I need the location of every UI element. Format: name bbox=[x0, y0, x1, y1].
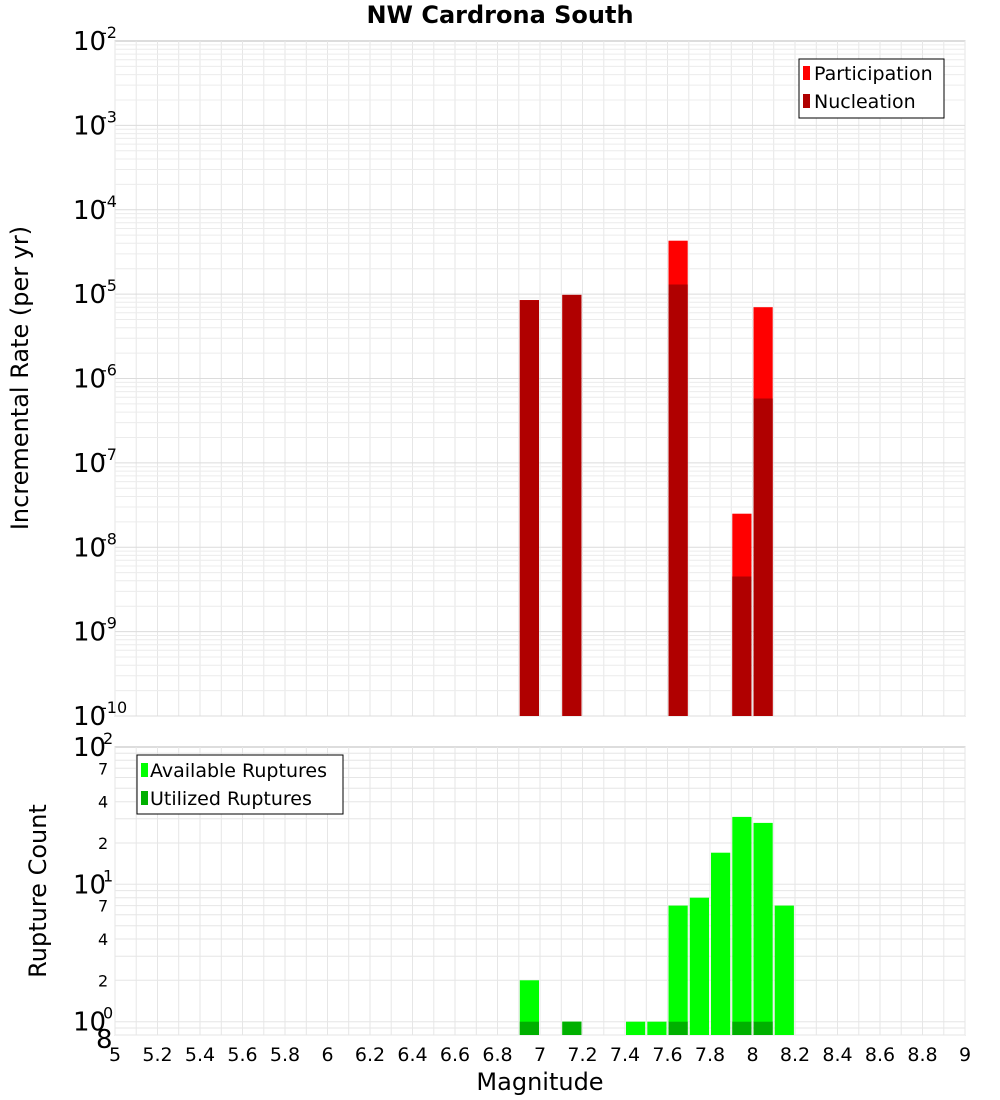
bottom-legend-box bbox=[136, 754, 344, 815]
top-y-tick-label: 10 bbox=[73, 618, 106, 648]
x-tick-label: 5.4 bbox=[185, 1044, 215, 1066]
bottom-y-tick-exponent: 0 bbox=[103, 1004, 113, 1023]
top-y-tick-exponent: -4 bbox=[101, 192, 117, 211]
legend-label-available: Available Ruptures bbox=[150, 760, 327, 782]
bottom-y-tick-label: 10 bbox=[73, 733, 106, 763]
top-legend-box bbox=[798, 58, 945, 119]
bottom-bar-utilized-ruptures bbox=[753, 1021, 773, 1035]
bottom-y-tick-exponent: 1 bbox=[103, 866, 113, 885]
top-y-tick-exponent: -7 bbox=[101, 445, 117, 464]
x-tick-label: 6.2 bbox=[355, 1044, 385, 1066]
x-tick-label: 6 bbox=[321, 1044, 333, 1066]
bottom-bar-available-ruptures bbox=[647, 1021, 667, 1035]
bottom-legend: Available Ruptures Utilized Ruptures bbox=[136, 754, 344, 815]
x-tick-label: 5 bbox=[109, 1044, 121, 1066]
top-y-tick-label: 10 bbox=[73, 533, 106, 563]
bottom-y-minor-tick-label: 7 bbox=[98, 759, 108, 778]
chart-title: NW Cardrona South bbox=[366, 1, 633, 29]
bottom-y-minor-tick-label: 8 bbox=[96, 1025, 113, 1055]
x-tick-label: 5.8 bbox=[270, 1044, 300, 1066]
x-tick-label: 9 bbox=[959, 1044, 971, 1066]
legend-label-utilized: Utilized Ruptures bbox=[150, 788, 312, 810]
legend-label-nucleation: Nucleation bbox=[814, 91, 916, 113]
x-tick-label: 6.6 bbox=[440, 1044, 470, 1066]
x-tick-label: 6.8 bbox=[482, 1044, 512, 1066]
bottom-bar-available-ruptures bbox=[519, 980, 539, 1035]
top-y-tick-exponent: -2 bbox=[101, 23, 117, 42]
top-y-tick-exponent: -9 bbox=[101, 614, 117, 633]
bottom-y-tick-exponent: 2 bbox=[103, 729, 113, 748]
top-bars bbox=[519, 240, 773, 716]
bottom-bar-available-ruptures bbox=[668, 905, 688, 1035]
top-y-tick-exponent: -6 bbox=[101, 361, 117, 380]
legend-swatch-available bbox=[141, 763, 148, 777]
top-y-tick-labels: 10-210-310-410-510-610-710-810-910-10 bbox=[73, 23, 127, 732]
top-panel: 10-210-310-410-510-610-710-810-910-10 In… bbox=[6, 23, 966, 732]
top-gridlines bbox=[114, 41, 966, 717]
top-bar-nucleation bbox=[562, 294, 582, 716]
top-y-tick-label: 10 bbox=[73, 27, 106, 57]
x-tick-label: 8.8 bbox=[907, 1044, 937, 1066]
x-tick-label: 8 bbox=[746, 1044, 758, 1066]
bottom-bar-available-ruptures bbox=[689, 897, 709, 1035]
bottom-bar-available-ruptures bbox=[753, 822, 773, 1035]
top-y-tick-label: 10 bbox=[73, 702, 106, 732]
top-bar-nucleation bbox=[668, 284, 688, 716]
bottom-y-axis-label: Rupture Count bbox=[24, 804, 52, 978]
legend-swatch-utilized bbox=[141, 791, 148, 805]
x-tick-label: 7.6 bbox=[652, 1044, 682, 1066]
top-y-tick-label: 10 bbox=[73, 449, 106, 479]
bottom-bars bbox=[519, 816, 794, 1035]
x-tick-label: 5.6 bbox=[227, 1044, 257, 1066]
bottom-bar-utilized-ruptures bbox=[732, 1021, 752, 1035]
top-bar-nucleation bbox=[753, 398, 773, 716]
bottom-y-tick-label: 10 bbox=[73, 1008, 106, 1038]
bottom-bar-utilized-ruptures bbox=[562, 1021, 582, 1035]
top-y-tick-label: 10 bbox=[73, 280, 106, 310]
x-tick-labels: 5 5.2 5.4 5.6 5.8 6 6.2 6.4 6.6 6.8 7 7.2 7.4 7.6 7.8 8… bbox=[109, 1044, 971, 1066]
x-tick-label: 8.4 bbox=[822, 1044, 852, 1066]
bottom-bar-available-ruptures bbox=[774, 905, 794, 1035]
top-y-tick-label: 10 bbox=[73, 111, 106, 141]
top-y-tick-exponent: -3 bbox=[101, 107, 117, 126]
x-tick-label: 7.8 bbox=[695, 1044, 725, 1066]
bottom-y-minor-tick-label: 4 bbox=[98, 930, 108, 949]
bottom-y-tick-label: 10 bbox=[73, 870, 106, 900]
bottom-y-minor-tick-label: 2 bbox=[98, 834, 108, 853]
top-y-tick-label: 10 bbox=[73, 196, 106, 226]
bottom-bar-utilized-ruptures bbox=[668, 1021, 688, 1035]
x-tick-label: 8.2 bbox=[780, 1044, 810, 1066]
bottom-bar-utilized-ruptures bbox=[519, 1021, 539, 1035]
legend-swatch-nucleation bbox=[803, 94, 810, 108]
bottom-y-minor-tick-label: 4 bbox=[98, 793, 108, 812]
top-legend: Participation Nucleation bbox=[798, 58, 945, 119]
top-y-tick-exponent: -5 bbox=[101, 276, 117, 295]
bottom-bar-available-ruptures bbox=[732, 816, 752, 1035]
top-y-tick-exponent: -8 bbox=[101, 529, 117, 548]
bottom-bar-available-ruptures bbox=[711, 852, 731, 1035]
legend-swatch-participation bbox=[803, 66, 810, 80]
bottom-y-minor-tick-label: 2 bbox=[98, 971, 108, 990]
top-y-tick-exponent: -10 bbox=[101, 698, 127, 717]
x-tick-label: 7 bbox=[534, 1044, 546, 1066]
top-y-axis-label: Incremental Rate (per yr) bbox=[6, 226, 34, 530]
top-bar-nucleation bbox=[732, 576, 752, 716]
x-tick-label: 7.2 bbox=[567, 1044, 597, 1066]
x-tick-label: 7.4 bbox=[610, 1044, 640, 1066]
top-y-tick-label: 10 bbox=[73, 365, 106, 395]
x-axis-label: Magnitude bbox=[476, 1068, 603, 1096]
x-tick-label: 5.2 bbox=[142, 1044, 172, 1066]
bottom-bar-available-ruptures bbox=[626, 1021, 646, 1035]
legend-label-participation: Participation bbox=[814, 63, 933, 85]
top-bar-nucleation bbox=[519, 300, 539, 716]
bottom-y-minor-tick-label: 7 bbox=[98, 897, 108, 916]
bottom-gridlines bbox=[114, 747, 966, 1036]
x-tick-label: 6.4 bbox=[397, 1044, 427, 1066]
x-tick-label: 8.6 bbox=[865, 1044, 895, 1066]
